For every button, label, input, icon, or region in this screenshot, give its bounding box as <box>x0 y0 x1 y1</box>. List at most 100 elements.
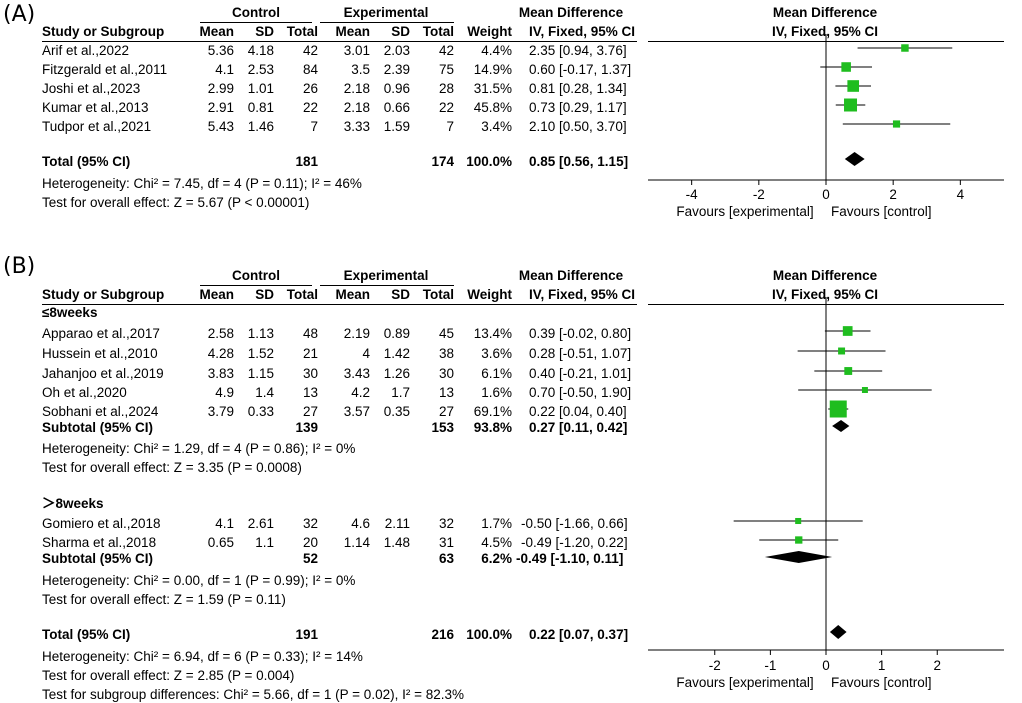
control-total: 20 <box>302 535 318 550</box>
favours-experimental-label: Favours [experimental] <box>676 675 814 690</box>
x-tick-label: 2 <box>933 658 941 673</box>
panel-a-label: (A) <box>3 2 36 27</box>
study-name: Joshi et al.,2023 <box>42 81 141 96</box>
experimental-sd: 1.42 <box>383 346 410 361</box>
experimental-mean: 2.19 <box>343 326 370 341</box>
control-total: 84 <box>302 62 318 77</box>
x-tick-label: 4 <box>957 187 965 202</box>
experimental-mean: 3.43 <box>343 366 370 381</box>
effect-square <box>844 367 853 375</box>
header-control: Control <box>232 268 280 283</box>
mean-difference-ci: 0.70 [-0.50, 1.90] <box>529 385 632 400</box>
header-c-sd: SD <box>255 287 274 302</box>
subgroup-overall-effect: Test for overall effect: Z = 3.35 (P = 0… <box>42 460 302 475</box>
subtotal-ci: -0.49 [-1.10, 0.11] <box>516 551 624 566</box>
effect-square <box>844 98 858 112</box>
header-c-total: Total <box>286 287 318 302</box>
mean-difference-ci: 0.28 [-0.51, 1.07] <box>529 346 632 361</box>
total-ci: 0.85 [0.56, 1.15] <box>529 154 629 169</box>
experimental-sd: 0.35 <box>383 404 410 419</box>
header-study: Study or Subgroup <box>42 287 165 302</box>
control-sd: 1.46 <box>247 119 274 134</box>
header-weight: Weight <box>467 287 512 302</box>
study-name: Sobhani et al.,2024 <box>42 404 159 419</box>
header-c-total: Total <box>286 24 318 39</box>
weight: 6.1% <box>481 366 512 381</box>
weight: 3.4% <box>481 119 512 134</box>
study-name: Gomiero et al.,2018 <box>42 516 161 531</box>
experimental-mean: 4.6 <box>351 516 370 531</box>
experimental-sd: 2.39 <box>383 62 410 77</box>
experimental-sd: 1.26 <box>383 366 410 381</box>
header-experimental: Experimental <box>343 5 429 20</box>
control-sd: 1.4 <box>255 385 274 400</box>
control-sd: 1.01 <box>247 81 274 96</box>
experimental-total: 38 <box>438 346 454 361</box>
heterogeneity: Heterogeneity: Chi² = 6.94, df = 6 (P = … <box>42 649 363 664</box>
header-e-mean: Mean <box>335 24 370 39</box>
experimental-mean: 3.5 <box>351 62 370 77</box>
mean-difference-ci: 2.10 [0.50, 3.70] <box>529 119 627 134</box>
control-mean: 5.43 <box>207 119 234 134</box>
total-experimental-n: 174 <box>431 154 454 169</box>
control-mean: 0.65 <box>207 535 234 550</box>
control-total: 22 <box>302 100 318 115</box>
control-mean: 5.36 <box>207 43 234 58</box>
favours-experimental-label: Favours [experimental] <box>676 204 814 219</box>
study-name: Kumar et al.,2013 <box>42 100 149 115</box>
study-name: Oh et al.,2020 <box>42 385 127 400</box>
effect-square <box>901 44 909 52</box>
x-tick-label: 0 <box>822 658 830 673</box>
x-tick-label: -4 <box>686 187 698 202</box>
study-name: Jahanjoo et al.,2019 <box>42 366 164 381</box>
experimental-total: 13 <box>438 385 454 400</box>
control-mean: 2.58 <box>207 326 234 341</box>
control-total: 27 <box>302 404 318 419</box>
control-sd: 1.15 <box>247 366 274 381</box>
mean-difference-ci: 0.40 [-0.21, 1.01] <box>529 366 632 381</box>
control-mean: 4.9 <box>215 385 234 400</box>
study-name: Tudpor et al.,2021 <box>42 119 152 134</box>
experimental-mean: 2.18 <box>343 81 370 96</box>
header-e-sd: SD <box>391 287 410 302</box>
experimental-total: 30 <box>438 366 454 381</box>
weight: 1.6% <box>481 385 512 400</box>
mean-difference-ci: 0.73 [0.29, 1.17] <box>529 100 627 115</box>
total-label: Total (95% CI) <box>42 627 131 642</box>
experimental-mean: 1.14 <box>343 535 370 550</box>
weight: 45.8% <box>473 100 512 115</box>
control-sd: 1.1 <box>255 535 274 550</box>
experimental-sd: 2.11 <box>384 516 410 531</box>
subgroup-title: ≤8weeks <box>42 305 98 320</box>
weight: 1.7% <box>481 516 512 531</box>
experimental-sd: 1.7 <box>391 385 410 400</box>
effect-square <box>842 326 853 336</box>
experimental-total: 27 <box>438 404 454 419</box>
subgroup-title: ＞8weeks <box>42 496 104 511</box>
experimental-total: 45 <box>438 326 454 341</box>
control-mean: 4.28 <box>207 346 234 361</box>
experimental-total: 32 <box>438 516 454 531</box>
panel-b-label: (B) <box>3 254 36 279</box>
header-method-plot: IV, Fixed, 95% CI <box>771 287 879 302</box>
header-c-mean: Mean <box>199 287 234 302</box>
experimental-total: 75 <box>438 62 454 77</box>
total-ci: 0.22 [0.07, 0.37] <box>529 627 629 642</box>
control-mean: 2.91 <box>207 100 234 115</box>
subtotal-weight: 6.2% <box>481 551 512 566</box>
control-sd: 2.53 <box>247 62 274 77</box>
control-sd: 1.13 <box>247 326 274 341</box>
heterogeneity: Heterogeneity: Chi² = 7.45, df = 4 (P = … <box>42 176 362 191</box>
experimental-sd: 0.89 <box>383 326 410 341</box>
total-control-n: 191 <box>295 627 318 642</box>
weight: 13.4% <box>473 326 512 341</box>
mean-difference-ci: 2.35 [0.94, 3.76] <box>529 43 627 58</box>
effect-square <box>892 120 901 128</box>
x-tick-label: -2 <box>753 187 765 202</box>
effect-square <box>841 62 851 72</box>
total-control-n: 181 <box>295 154 318 169</box>
overall-effect: Test for overall effect: Z = 5.67 (P < 0… <box>42 195 310 210</box>
favours-control-label: Favours [control] <box>831 675 932 690</box>
subgroup-differences-test: Test for subgroup differences: Chi² = 5.… <box>42 687 464 702</box>
